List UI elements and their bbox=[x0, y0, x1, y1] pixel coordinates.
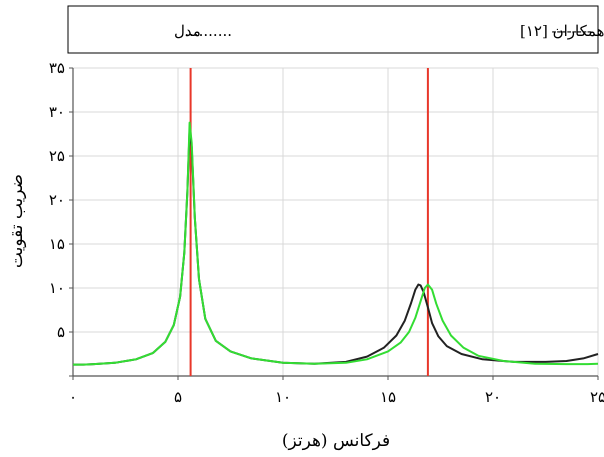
axes bbox=[69, 67, 599, 380]
reference-lines bbox=[189, 68, 429, 376]
legend-box bbox=[67, 5, 599, 54]
legend-sample-model: .......... bbox=[184, 22, 232, 40]
y-tick-label-1: ۵ bbox=[57, 323, 65, 341]
y-tick-label-5: ۲۵ bbox=[49, 147, 65, 165]
x-tick-label-1: ۵ bbox=[174, 388, 182, 406]
y-tick-label-3: ۱۵ bbox=[49, 235, 65, 253]
y-tick-label-7: ۳۵ bbox=[49, 59, 65, 77]
y-axis-label: ضریب تقویت bbox=[7, 174, 27, 268]
x-tick-label-3: ۱۵ bbox=[380, 388, 396, 406]
x-axis-label: فرکانس (هرتز) bbox=[282, 431, 390, 451]
x-tick-label-4: ۲۰ bbox=[485, 388, 501, 406]
series-line-1 bbox=[73, 121, 599, 366]
legend-label-model: مدل bbox=[174, 22, 201, 40]
y-tick-label-6: ۳۰ bbox=[49, 103, 65, 121]
legend-sample-wilson: -------- bbox=[551, 22, 592, 40]
x-tick-label-2: ۱۰ bbox=[275, 388, 291, 406]
x-tick-label-5: ۲۵ bbox=[590, 388, 604, 406]
grid bbox=[72, 67, 599, 377]
y-tick-label-4: ۲۰ bbox=[49, 191, 65, 209]
tick-labels: ۰ ۵ ۱۰ ۱۵ ۲۰ ۲۵ ۵ ۱۰ ۱۵ ۲۰ ۲۵ ۳۰ ۳۵ bbox=[49, 59, 604, 406]
legend-label-wilson: ویسون و همکاران [۱۲] bbox=[520, 22, 604, 40]
series bbox=[73, 121, 599, 366]
x-tick-label-0: ۰ bbox=[69, 388, 77, 406]
series-line-0 bbox=[73, 128, 599, 366]
legend: -------- ویسون و همکاران [۱۲] ..........… bbox=[67, 5, 604, 54]
y-tick-label-2: ۱۰ bbox=[49, 279, 65, 297]
